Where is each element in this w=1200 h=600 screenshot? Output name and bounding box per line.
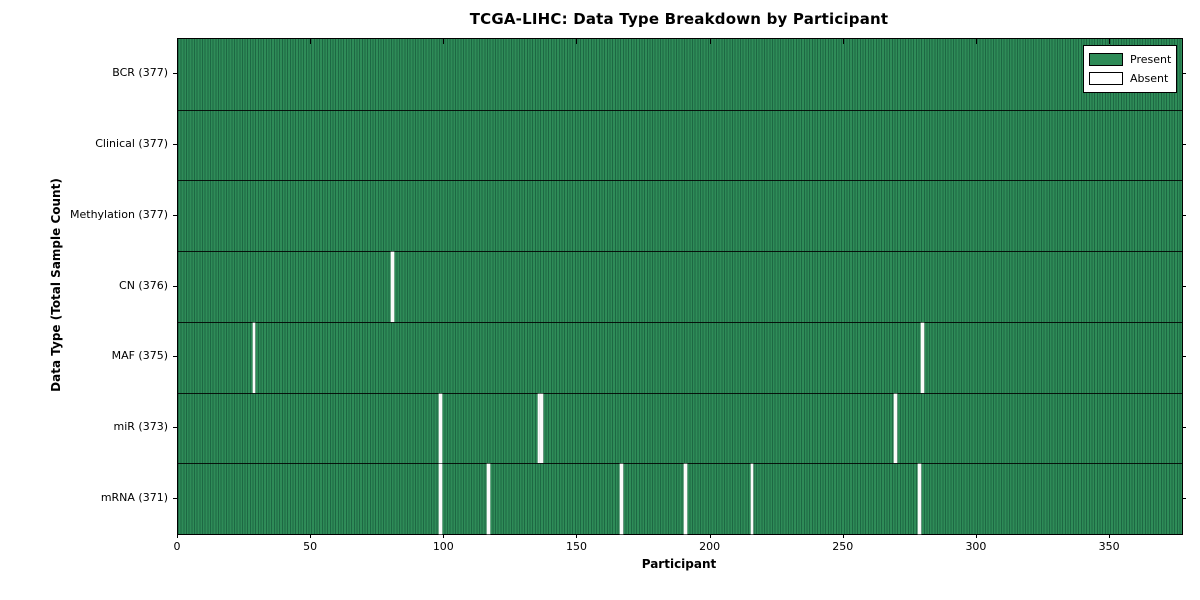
absent-bar-mRNA-98: [438, 464, 442, 534]
y-tick-right: [1182, 285, 1186, 287]
absent-bar-miR-98: [438, 393, 442, 464]
plot-area: [177, 38, 1183, 535]
x-tick-label-100: 100: [432, 540, 454, 553]
absent-bar-miR-135: [537, 393, 541, 464]
x-tick-bottom: [1109, 534, 1111, 538]
y-tick-left: [173, 144, 177, 146]
row-divider: [178, 463, 1182, 465]
x-tick-label-150: 150: [565, 540, 587, 553]
x-tick-bottom: [443, 534, 445, 538]
chart-title: TCGA-LIHC: Data Type Breakdown by Partic…: [469, 10, 889, 28]
x-tick-label-250: 250: [832, 540, 854, 553]
x-tick-top: [709, 39, 711, 44]
x-tick-top: [310, 39, 312, 44]
absent-bar-MAF-279: [921, 322, 924, 393]
x-tick-top: [177, 39, 178, 44]
x-tick-label-50: 50: [303, 540, 318, 553]
y-tick-left: [173, 73, 177, 75]
y-tick-right: [1182, 426, 1186, 428]
row-divider: [178, 251, 1182, 253]
absent-bar-mRNA-190: [683, 464, 687, 534]
legend-present-label: Present: [1130, 53, 1172, 66]
absent-bar-mRNA-278: [918, 464, 921, 534]
y-tick-left: [173, 497, 177, 499]
x-tick-label-300: 300: [965, 540, 987, 553]
legend-entry-absent: Absent: [1089, 69, 1170, 88]
absent-bar-mRNA-116: [486, 464, 490, 534]
absent-bar-MAF-28: [252, 322, 256, 393]
y-tick-left: [173, 426, 177, 428]
y-tick-left: [173, 214, 177, 216]
y-tick-label-BCR: BCR (377): [112, 66, 168, 80]
x-tick-top: [443, 39, 445, 44]
x-axis-title: Participant: [641, 557, 717, 571]
absent-bar-CN-80: [391, 252, 394, 322]
y-tick-right: [1182, 144, 1186, 146]
x-tick-bottom: [709, 534, 711, 538]
x-tick-top: [576, 39, 578, 44]
y-tick-label-MAF: MAF (375): [111, 349, 168, 363]
x-tick-bottom: [975, 534, 977, 538]
y-tick-left: [173, 356, 177, 358]
y-tick-label-Methylation: Methylation (377): [70, 207, 168, 221]
absent-bar-mRNA-215: [750, 464, 754, 534]
legend-entry-present: Present: [1089, 50, 1172, 69]
present-swatch-icon: [1089, 53, 1123, 66]
x-tick-bottom: [576, 534, 578, 538]
x-tick-label-0: 0: [173, 540, 181, 553]
y-tick-label-miR: miR (373): [113, 419, 169, 433]
row-divider: [178, 180, 1182, 182]
absent-bar-miR-136: [540, 393, 543, 464]
absent-bar-miR-269: [894, 393, 898, 464]
y-tick-label-mRNA: mRNA (371): [100, 490, 168, 504]
absent-swatch-icon: [1089, 72, 1123, 85]
row-divider: [178, 109, 1182, 111]
legend: Present Absent: [1083, 45, 1177, 93]
y-tick-label-Clinical: Clinical (377): [95, 137, 168, 151]
y-tick-right: [1182, 497, 1186, 499]
x-tick-bottom: [177, 534, 178, 538]
absent-bar-mRNA-166: [620, 464, 623, 534]
x-tick-top: [975, 39, 977, 44]
y-tick-right: [1182, 214, 1186, 216]
x-tick-bottom: [842, 534, 844, 538]
y-tick-right: [1182, 356, 1186, 358]
y-tick-label-CN: CN (376): [119, 278, 168, 292]
x-tick-label-350: 350: [1098, 540, 1120, 553]
y-tick-right: [1182, 73, 1186, 75]
x-tick-bottom: [310, 534, 312, 538]
legend-absent-label: Absent: [1130, 72, 1169, 85]
y-tick-left: [173, 285, 177, 287]
row-divider: [178, 392, 1182, 394]
row-divider: [178, 321, 1182, 323]
x-tick-label-200: 200: [699, 540, 721, 553]
x-tick-top: [1109, 39, 1111, 44]
x-tick-top: [842, 39, 844, 44]
